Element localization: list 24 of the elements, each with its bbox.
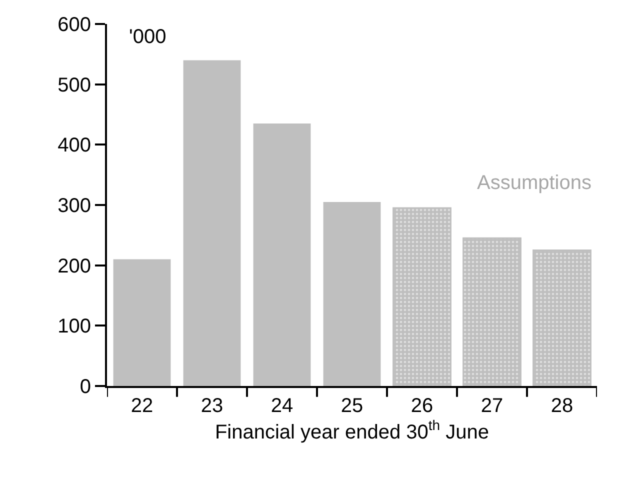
x-axis-title: Financial year ended 30$^{th}$ June bbox=[214, 417, 490, 444]
bar bbox=[323, 202, 381, 386]
x-tick-label: 27 bbox=[480, 395, 504, 417]
y-tick-label: 200 bbox=[58, 255, 91, 278]
bar bbox=[392, 207, 452, 386]
y-tick-label: 500 bbox=[58, 74, 91, 96]
y-axis-title: '000 bbox=[129, 26, 166, 48]
bar bbox=[462, 237, 522, 386]
x-tick-label: 23 bbox=[200, 395, 224, 417]
bar bbox=[253, 124, 311, 386]
x-tick-label: 26 bbox=[410, 395, 434, 417]
y-tick-label: 0 bbox=[80, 376, 91, 398]
y-tick-label: 100 bbox=[58, 316, 91, 338]
bar bbox=[532, 250, 592, 386]
x-tick-label: 28 bbox=[550, 395, 574, 417]
y-tick-label: 600 bbox=[58, 14, 91, 36]
bar bbox=[113, 259, 171, 386]
bar bbox=[183, 60, 241, 386]
x-tick-label: 24 bbox=[270, 395, 294, 417]
x-tick-label: 22 bbox=[130, 395, 154, 417]
y-tick-label: 300 bbox=[58, 195, 91, 217]
x-tick-label: 25 bbox=[340, 395, 364, 417]
y-tick-label: 400 bbox=[58, 134, 91, 157]
series-label: Assumptions bbox=[477, 172, 592, 194]
